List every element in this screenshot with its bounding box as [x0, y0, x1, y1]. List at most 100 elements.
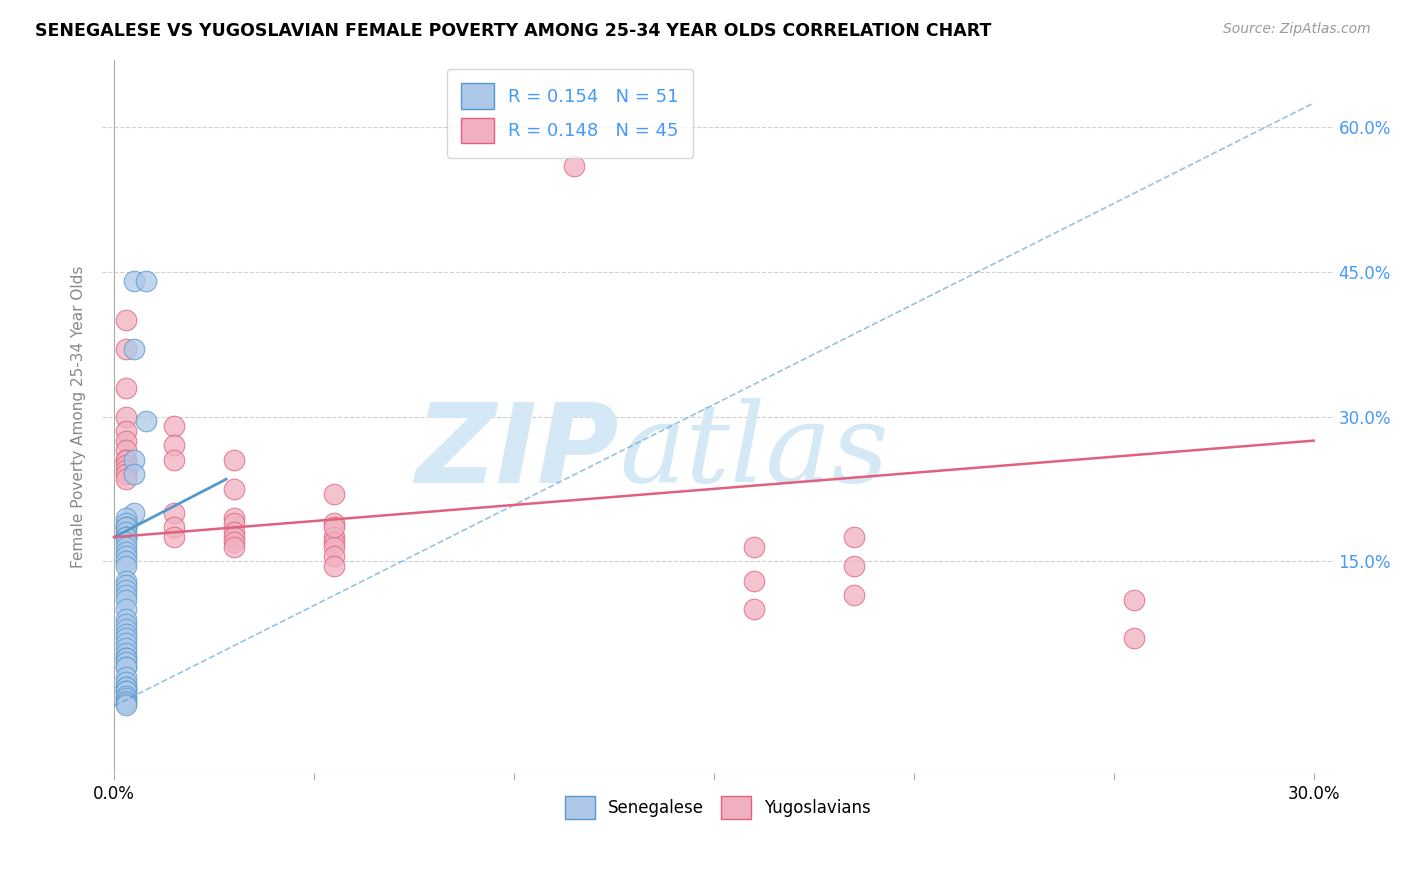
- Point: [224, 540, 246, 554]
- Point: [224, 535, 246, 549]
- Point: [115, 342, 138, 356]
- Point: [115, 690, 138, 704]
- Point: [115, 583, 138, 598]
- Point: [115, 472, 138, 486]
- Point: [115, 409, 138, 424]
- Point: [115, 640, 138, 655]
- Point: [842, 559, 865, 574]
- Point: [135, 275, 157, 289]
- Point: [163, 520, 186, 534]
- Point: [115, 424, 138, 438]
- Point: [163, 506, 186, 520]
- Point: [115, 381, 138, 395]
- Point: [115, 636, 138, 650]
- Point: [115, 660, 138, 674]
- Point: [115, 691, 138, 706]
- Point: [163, 530, 186, 544]
- Point: [115, 453, 138, 467]
- Point: [115, 696, 138, 710]
- Text: SENEGALESE VS YUGOSLAVIAN FEMALE POVERTY AMONG 25-34 YEAR OLDS CORRELATION CHART: SENEGALESE VS YUGOSLAVIAN FEMALE POVERTY…: [35, 22, 991, 40]
- Point: [115, 592, 138, 607]
- Point: [115, 549, 138, 564]
- Point: [323, 530, 346, 544]
- Point: [115, 660, 138, 674]
- Point: [115, 458, 138, 472]
- Point: [122, 275, 145, 289]
- Point: [115, 520, 138, 534]
- Point: [224, 516, 246, 530]
- Point: [115, 632, 138, 646]
- Point: [562, 159, 585, 173]
- Point: [115, 626, 138, 640]
- Text: atlas: atlas: [620, 399, 889, 506]
- Point: [163, 453, 186, 467]
- Point: [115, 462, 138, 476]
- Point: [115, 313, 138, 327]
- Point: [115, 535, 138, 549]
- Legend: Senegalese, Yugoslavians: Senegalese, Yugoslavians: [558, 789, 877, 826]
- Point: [742, 574, 765, 588]
- Point: [115, 684, 138, 698]
- Point: [224, 525, 246, 540]
- Point: [115, 530, 138, 544]
- Point: [323, 559, 346, 574]
- Point: [115, 554, 138, 568]
- Point: [163, 419, 186, 434]
- Point: [115, 520, 138, 534]
- Point: [115, 443, 138, 458]
- Point: [842, 530, 865, 544]
- Point: [115, 530, 138, 544]
- Point: [115, 530, 138, 544]
- Point: [115, 680, 138, 694]
- Point: [115, 650, 138, 665]
- Point: [122, 506, 145, 520]
- Point: [323, 516, 346, 530]
- Point: [224, 482, 246, 496]
- Point: [115, 516, 138, 530]
- Point: [115, 588, 138, 602]
- Point: [323, 540, 346, 554]
- Point: [115, 670, 138, 684]
- Point: [115, 698, 138, 712]
- Point: [115, 544, 138, 558]
- Point: [115, 578, 138, 592]
- Text: ZIP: ZIP: [416, 399, 620, 506]
- Point: [163, 438, 186, 452]
- Point: [115, 680, 138, 694]
- Point: [115, 510, 138, 524]
- Point: [115, 616, 138, 631]
- Point: [115, 684, 138, 698]
- Point: [224, 453, 246, 467]
- Point: [1122, 632, 1144, 646]
- Point: [115, 656, 138, 670]
- Point: [742, 602, 765, 616]
- Point: [122, 467, 145, 482]
- Point: [115, 612, 138, 626]
- Point: [115, 694, 138, 708]
- Point: [122, 453, 145, 467]
- Point: [115, 559, 138, 574]
- Point: [115, 622, 138, 636]
- Point: [115, 646, 138, 660]
- Point: [323, 535, 346, 549]
- Text: Source: ZipAtlas.com: Source: ZipAtlas.com: [1223, 22, 1371, 37]
- Point: [842, 588, 865, 602]
- Point: [323, 520, 346, 534]
- Point: [323, 549, 346, 564]
- Point: [115, 467, 138, 482]
- Point: [115, 434, 138, 448]
- Point: [115, 453, 138, 467]
- Point: [115, 525, 138, 540]
- Point: [115, 520, 138, 534]
- Y-axis label: Female Poverty Among 25-34 Year Olds: Female Poverty Among 25-34 Year Olds: [72, 265, 86, 567]
- Point: [135, 414, 157, 428]
- Point: [1122, 592, 1144, 607]
- Point: [742, 540, 765, 554]
- Point: [115, 650, 138, 665]
- Point: [115, 674, 138, 689]
- Point: [115, 540, 138, 554]
- Point: [323, 486, 346, 500]
- Point: [224, 510, 246, 524]
- Point: [224, 530, 246, 544]
- Point: [122, 342, 145, 356]
